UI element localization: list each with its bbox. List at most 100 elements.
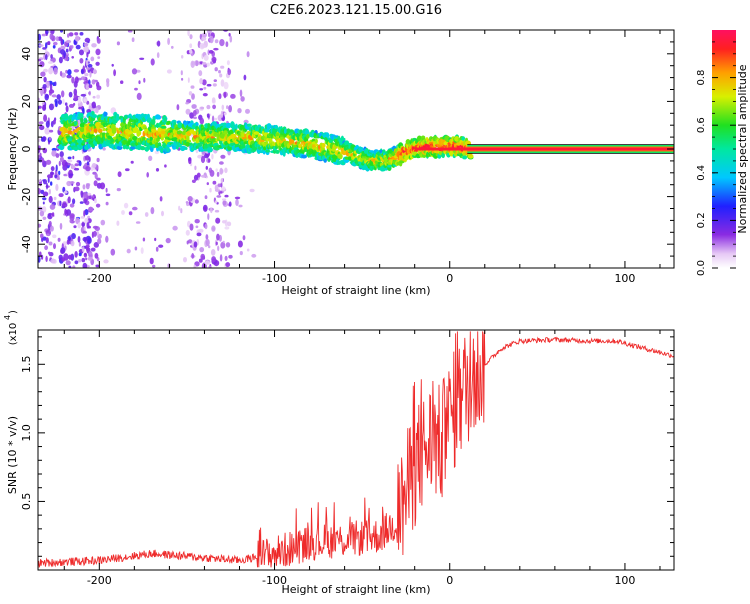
noise-blob xyxy=(42,47,47,50)
noise-blob xyxy=(50,54,53,59)
noise-blob xyxy=(246,248,250,252)
noise-blob xyxy=(87,256,93,261)
spectrogram-heatmap xyxy=(38,30,674,268)
ridge-blob xyxy=(192,131,197,136)
noise-blob xyxy=(201,36,207,41)
noise-blob xyxy=(148,155,153,161)
ytick-label: 1.0 xyxy=(20,424,33,442)
ytick-label: 1.5 xyxy=(20,356,33,374)
noise-blob xyxy=(225,262,231,268)
noise-blob xyxy=(146,172,149,178)
noise-blob xyxy=(83,98,87,102)
xtick-label: 0 xyxy=(446,272,453,285)
ridge-blob xyxy=(150,119,156,125)
noise-blob xyxy=(117,171,122,178)
noise-blob xyxy=(78,160,82,167)
ridge-blob xyxy=(339,154,343,160)
noise-blob xyxy=(202,61,207,65)
noise-blob xyxy=(204,260,211,266)
ridge-blob xyxy=(63,113,69,120)
noise-blob xyxy=(68,103,75,108)
noise-blob xyxy=(230,93,236,99)
noise-blob xyxy=(74,163,80,167)
noise-blob xyxy=(48,67,54,75)
noise-blob xyxy=(53,243,56,250)
noise-blob xyxy=(156,52,160,59)
noise-blob xyxy=(155,168,160,172)
noise-blob xyxy=(237,108,242,114)
noise-blob xyxy=(53,196,57,201)
ridge-blob xyxy=(274,124,279,130)
noise-blob xyxy=(155,246,159,252)
noise-blob xyxy=(91,79,96,85)
noise-blob xyxy=(208,50,214,54)
noise-blob xyxy=(77,222,81,229)
noise-blob xyxy=(65,39,72,44)
noise-blob xyxy=(83,45,89,53)
noise-blob xyxy=(38,188,41,195)
ridge-blob xyxy=(387,164,392,168)
noise-blob xyxy=(143,77,146,83)
noise-blob xyxy=(188,157,192,162)
noise-blob xyxy=(71,165,76,169)
noise-blob xyxy=(51,150,57,157)
ridge-blob xyxy=(225,122,232,129)
noise-blob xyxy=(131,68,138,75)
noise-blob xyxy=(48,103,55,111)
ridge-blob xyxy=(246,123,252,127)
noise-blob xyxy=(125,168,130,172)
noise-blob xyxy=(67,196,71,204)
noise-blob xyxy=(208,245,211,249)
noise-blob xyxy=(216,233,220,241)
noise-blob xyxy=(150,207,155,215)
noise-blob xyxy=(243,74,247,81)
noise-blob xyxy=(215,241,218,246)
ridge-blob xyxy=(116,113,120,119)
ridge-blob xyxy=(160,125,167,129)
noise-blob xyxy=(224,226,230,230)
noise-blob xyxy=(219,167,223,175)
noise-blob xyxy=(92,230,97,237)
ridge-blob xyxy=(113,127,117,133)
noise-blob xyxy=(39,251,42,257)
noise-blob xyxy=(234,196,241,200)
ridge-blob xyxy=(185,135,190,141)
xtick-label: -100 xyxy=(262,574,287,587)
noise-blob xyxy=(96,157,100,163)
noise-blob xyxy=(64,208,67,216)
noise-blob xyxy=(229,35,233,43)
noise-blob xyxy=(81,246,85,253)
noise-blob xyxy=(93,180,98,187)
noise-blob xyxy=(91,43,97,48)
noise-blob xyxy=(49,136,51,141)
ridge-blob xyxy=(166,146,170,153)
noise-blob xyxy=(85,155,90,161)
ridge-blob xyxy=(124,128,130,134)
noise-blob xyxy=(211,115,215,123)
xtick-label: 100 xyxy=(614,574,635,587)
noise-blob xyxy=(44,127,50,135)
noise-blob xyxy=(96,94,100,99)
noise-blob xyxy=(203,54,209,61)
ridge-blob xyxy=(467,154,474,159)
noise-blob xyxy=(226,221,232,227)
noise-blob xyxy=(211,153,214,160)
ridge-blob xyxy=(116,145,123,150)
ridge-blob xyxy=(160,136,164,141)
noise-blob xyxy=(218,70,221,74)
ridge-blob xyxy=(288,139,295,144)
noise-blob xyxy=(38,121,44,125)
noise-blob xyxy=(80,68,84,75)
noise-blob xyxy=(60,247,66,254)
colorbar: 0.0 0.2 0.4 0.6 0.8 Normalized spectral ampl… xyxy=(696,30,749,276)
noise-blob xyxy=(68,91,73,98)
ridge-blob xyxy=(86,112,92,118)
noise-blob xyxy=(43,114,48,122)
noise-blob xyxy=(47,61,54,64)
noise-blob xyxy=(110,248,116,256)
noise-blob xyxy=(63,191,68,194)
noise-blob xyxy=(211,56,217,63)
noise-blob xyxy=(167,37,171,46)
noise-blob xyxy=(75,181,81,187)
